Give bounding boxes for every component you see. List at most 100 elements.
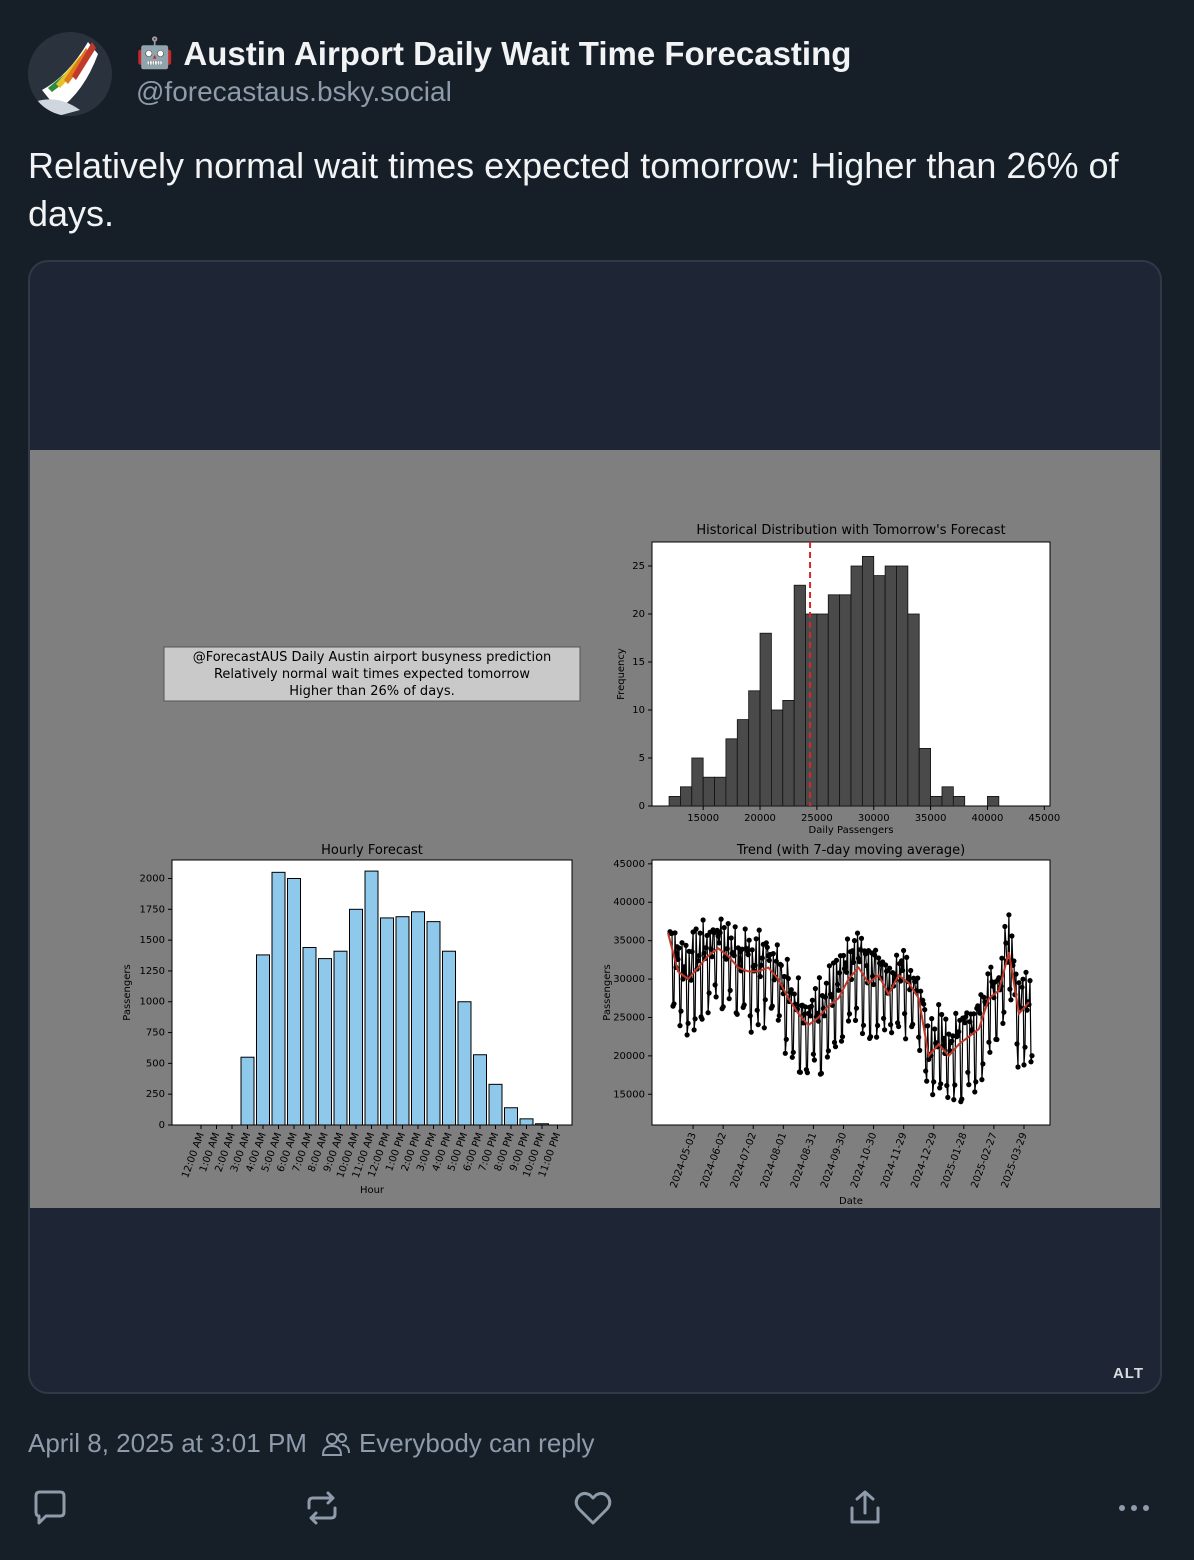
- histogram-x-tick-label: 25000: [801, 813, 833, 824]
- histogram-bar: [987, 795, 1000, 807]
- daily-passenger-point: [941, 1035, 947, 1041]
- reply-setting[interactable]: Everybody can reply: [321, 1428, 595, 1459]
- daily-passenger-point: [902, 1011, 908, 1017]
- author-name[interactable]: Austin Airport Daily Wait Time Forecasti…: [183, 35, 852, 72]
- reply-button[interactable]: [26, 1484, 74, 1532]
- daily-passenger-point: [812, 986, 819, 992]
- daily-passenger-point: [894, 952, 900, 958]
- trend-x-tick-label: 2024-10-30: [849, 1131, 879, 1189]
- like-button[interactable]: [569, 1484, 617, 1532]
- daily-passenger-point: [727, 987, 733, 994]
- daily-passenger-point: [679, 940, 685, 946]
- daily-passenger-point: [766, 957, 772, 963]
- daily-passenger-point: [721, 925, 727, 931]
- more-options-button[interactable]: [1110, 1484, 1158, 1532]
- daily-passenger-point: [838, 1038, 845, 1044]
- hourly-y-tick-label: 0: [159, 1120, 165, 1131]
- daily-passenger-point: [945, 1094, 951, 1100]
- daily-passenger-point: [1014, 1041, 1020, 1047]
- hourly-bar: [504, 1107, 518, 1126]
- daily-passenger-point: [858, 935, 865, 941]
- histogram-x-tick-label: 15000: [687, 813, 719, 824]
- daily-passenger-point: [835, 987, 842, 993]
- daily-passenger-point: [748, 1029, 754, 1035]
- timestamp[interactable]: April 8, 2025 at 3:01 PM: [28, 1428, 307, 1458]
- daily-passenger-point: [802, 1004, 809, 1010]
- author-block: 🤖 Austin Airport Daily Wait Time Forecas…: [136, 34, 851, 108]
- daily-passenger-point: [965, 1069, 971, 1075]
- trend-x-label: Date: [839, 1196, 863, 1207]
- daily-passenger-point: [672, 930, 678, 936]
- daily-passenger-point: [883, 962, 889, 968]
- histogram-bar: [918, 747, 932, 807]
- daily-passenger-point: [834, 981, 841, 987]
- daily-passenger-point: [859, 1030, 866, 1037]
- histogram-x-tick-label: 20000: [744, 813, 776, 824]
- repost-button[interactable]: [298, 1484, 346, 1532]
- histogram-bar: [702, 776, 715, 807]
- daily-passenger-point: [762, 997, 768, 1003]
- avatar[interactable]: [28, 32, 112, 116]
- daily-passenger-point: [980, 1061, 986, 1067]
- daily-passenger-point: [784, 956, 790, 962]
- daily-passenger-point: [921, 1001, 927, 1007]
- daily-passenger-point: [746, 937, 752, 943]
- histogram-bar: [941, 786, 954, 807]
- daily-passenger-point: [862, 951, 869, 957]
- histogram-y-tick-label: 15: [632, 657, 645, 668]
- daily-passenger-point: [939, 1011, 945, 1018]
- hourly-bar: [302, 947, 317, 1126]
- daily-passenger-point: [936, 1002, 942, 1008]
- daily-passenger-point: [744, 948, 750, 954]
- daily-passenger-point: [713, 994, 719, 1000]
- daily-passenger-point: [925, 1023, 931, 1029]
- hourly-bar: [318, 958, 332, 1126]
- daily-passenger-point: [931, 1079, 937, 1085]
- histogram-bar: [839, 594, 852, 807]
- daily-passenger-point: [849, 948, 856, 954]
- daily-passenger-point: [962, 1020, 968, 1026]
- daily-passenger-point: [718, 916, 724, 922]
- author-handle[interactable]: @forecastaus.bsky.social: [136, 76, 452, 107]
- hourly-bar: [519, 1118, 534, 1126]
- daily-passenger-point: [726, 996, 732, 1002]
- daily-passenger-point: [964, 1010, 970, 1016]
- daily-passenger-point: [732, 924, 738, 930]
- histogram-bar: [816, 613, 829, 807]
- daily-passenger-point: [924, 1078, 930, 1084]
- daily-passenger-point: [916, 1034, 922, 1040]
- hourly-y-tick-label: 2000: [140, 873, 165, 884]
- histogram-x-label: Daily Passengers: [809, 825, 894, 836]
- daily-passenger-point: [797, 1069, 804, 1075]
- daily-passenger-point: [814, 1010, 821, 1016]
- daily-passenger-point: [810, 1051, 817, 1057]
- daily-passenger-point: [857, 947, 864, 953]
- hourly-bar: [364, 870, 379, 1126]
- daily-passenger-point: [807, 1013, 814, 1019]
- daily-passenger-point: [1001, 1009, 1007, 1015]
- reply-setting-label: Everybody can reply: [358, 1428, 595, 1458]
- daily-passenger-point: [783, 1036, 789, 1042]
- daily-passenger-point: [747, 1013, 753, 1019]
- daily-passenger-point: [920, 997, 926, 1003]
- daily-passenger-point: [832, 1044, 839, 1050]
- daily-passenger-point: [1003, 940, 1009, 946]
- daily-passenger-point: [944, 1082, 950, 1089]
- trend-x-tick-label: 2024-12-29: [909, 1131, 939, 1189]
- hourly-bar: [442, 950, 456, 1126]
- forecast-figure-svg: @ForecastAUS Daily Austin airport busyne…: [122, 523, 1060, 1207]
- daily-passenger-point: [790, 1049, 796, 1055]
- daily-passenger-point: [881, 1015, 887, 1022]
- daily-passenger-point: [734, 1011, 740, 1017]
- daily-passenger-point: [775, 1017, 781, 1023]
- post-image[interactable]: @ForecastAUS Daily Austin airport busyne…: [28, 260, 1162, 1394]
- share-button[interactable]: [841, 1484, 889, 1532]
- histogram-bar: [668, 795, 681, 807]
- daily-passenger-point: [876, 955, 882, 961]
- alt-badge[interactable]: ALT: [1112, 1365, 1144, 1382]
- daily-passenger-point: [769, 1003, 775, 1009]
- daily-passenger-point: [981, 994, 987, 1000]
- hourly-y-tick-label: 1500: [140, 935, 165, 946]
- histogram-bar: [873, 575, 886, 807]
- author-name-row[interactable]: 🤖 Austin Airport Daily Wait Time Forecas…: [136, 34, 851, 74]
